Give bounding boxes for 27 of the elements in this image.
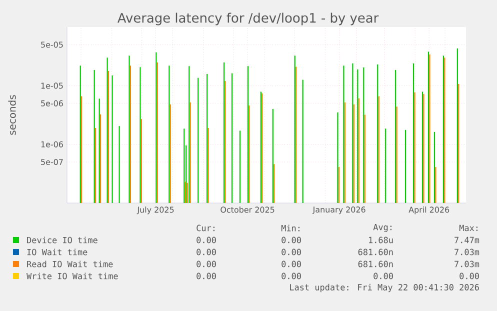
text: 0.00 <box>196 272 216 280</box>
text: 681.60n <box>358 248 393 256</box>
text: Cur: <box>196 224 214 232</box>
text: 0.00 <box>460 272 479 280</box>
text: Avg: <box>373 224 392 232</box>
legend-label: Write IO Wait time <box>26 272 118 280</box>
text: 7.03m <box>454 248 480 256</box>
text: 0.00 <box>196 236 216 244</box>
text: 0.00 <box>282 272 301 280</box>
text: 7.47m <box>454 236 480 244</box>
text: 0.00 <box>196 260 216 268</box>
y-axis-title: seconds <box>8 95 16 135</box>
text: 0.00 <box>282 248 301 256</box>
text: 0.00 <box>196 248 216 256</box>
legend-label: Device IO time <box>27 236 98 244</box>
text: 0.00 <box>282 236 301 244</box>
chart-title: Average latency for /dev/loop1 - by year <box>117 12 379 26</box>
legend-label: Read IO Wait time <box>27 260 113 268</box>
text: 7.03m <box>454 260 480 268</box>
legend-label: IO Wait time <box>27 248 88 256</box>
text: Max: <box>459 224 478 232</box>
text: 0.00 <box>282 260 301 268</box>
text: 681.60n <box>358 260 393 268</box>
text: 0.00 <box>374 272 393 280</box>
text: Last update: Fri May 22 00:41:30 2026 <box>290 284 479 292</box>
text: Min: <box>281 224 300 232</box>
text: 1.68u <box>369 236 393 244</box>
